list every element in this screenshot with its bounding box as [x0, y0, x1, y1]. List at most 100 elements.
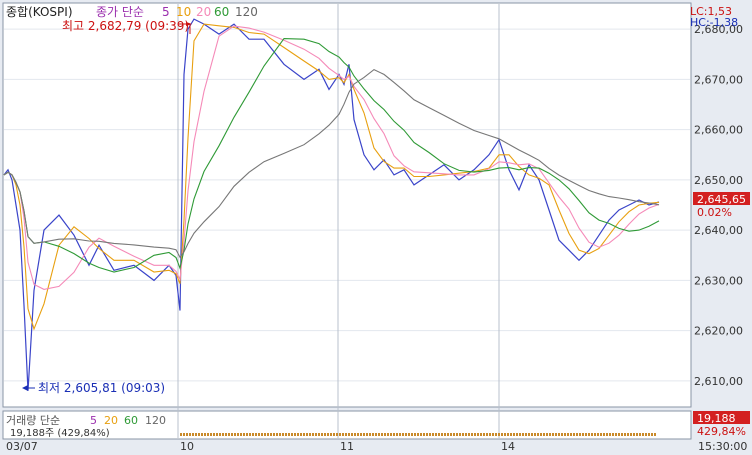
volume-bar — [402, 433, 404, 436]
volume-bar — [267, 433, 269, 436]
volume-ma120: 120 — [145, 414, 166, 427]
legend-ma5: 5 — [162, 5, 170, 19]
volume-bar — [333, 433, 335, 436]
volume-bar — [249, 433, 251, 436]
volume-bar — [465, 433, 467, 436]
volume-bar — [210, 433, 212, 436]
volume-bar — [648, 433, 650, 436]
volume-bar — [594, 433, 596, 436]
volume-bar — [549, 433, 551, 436]
volume-bar — [546, 433, 548, 436]
volume-bar — [264, 433, 266, 436]
volume-bar — [282, 433, 284, 436]
volume-readout: 19,188주 (429,84%) — [10, 428, 110, 439]
volume-bar — [531, 433, 533, 436]
volume-bar — [618, 433, 620, 436]
price-pane — [2, 2, 692, 408]
volume-bar — [321, 433, 323, 436]
volume-bar — [372, 433, 374, 436]
volume-bar — [561, 433, 563, 436]
volume-bar — [603, 433, 605, 436]
volume-bar — [345, 433, 347, 436]
volume-bar — [471, 433, 473, 436]
volume-bar — [462, 433, 464, 436]
legend-ma120: 120 — [235, 5, 258, 19]
ma5-line — [3, 23, 660, 331]
volume-bar — [543, 433, 545, 436]
volume-bar — [192, 433, 194, 436]
volume-bar — [330, 433, 332, 436]
volume-bar — [387, 433, 389, 436]
volume-bar — [585, 433, 587, 436]
legend-price-label: 종가 단순 — [96, 5, 144, 19]
volume-bar — [204, 433, 206, 436]
volume-bar — [576, 433, 578, 436]
volume-bar — [642, 433, 644, 436]
volume-bar — [252, 433, 254, 436]
volume-bar — [219, 433, 221, 436]
volume-ma20: 20 — [104, 414, 118, 427]
price-line — [3, 18, 660, 391]
volume-bar — [294, 433, 296, 436]
volume-bar — [480, 433, 482, 436]
volume-bar — [243, 433, 245, 436]
volume-bar — [450, 433, 452, 436]
y-axis: 2,680,00 2,670,00 2,660,00 2,650,00 2,640,00… — [694, 23, 743, 388]
volume-bar — [240, 433, 242, 436]
volume-bar — [573, 433, 575, 436]
volume-bar — [393, 433, 395, 436]
volume-bar — [435, 433, 437, 436]
volume-bar — [444, 433, 446, 436]
high-annotation: 최고 2,682,79 (09:39) — [62, 19, 189, 33]
volume-bar — [516, 433, 518, 436]
volume-bar — [417, 433, 419, 436]
volume-bar — [390, 433, 392, 436]
volume-bar — [261, 433, 263, 436]
volume-bar — [540, 433, 542, 436]
volume-bar — [453, 433, 455, 436]
volume-bar — [432, 433, 434, 436]
volume-bar — [354, 433, 356, 436]
volume-bar — [483, 433, 485, 436]
volume-bar — [489, 433, 491, 436]
volume-bar — [363, 433, 365, 436]
volume-bar — [297, 433, 299, 436]
volume-bar — [441, 433, 443, 436]
volume-bar — [342, 433, 344, 436]
volume-bar — [558, 433, 560, 436]
series-layer — [3, 18, 660, 436]
volume-bar — [408, 433, 410, 436]
volume-bar — [645, 433, 647, 436]
volume-ma60: 60 — [124, 414, 138, 427]
volume-bar — [615, 433, 617, 436]
x-tick-label: 10 — [180, 440, 194, 453]
x-tick-label: 14 — [501, 440, 515, 453]
volume-bar — [570, 433, 572, 436]
volume-bar — [474, 433, 476, 436]
volume-bar — [495, 433, 497, 436]
volume-bar — [519, 433, 521, 436]
volume-bar — [525, 433, 527, 436]
volume-bar — [384, 433, 386, 436]
volume-bar — [378, 433, 380, 436]
volume-bar — [231, 433, 233, 436]
current-price: 2,645,65 — [697, 193, 746, 206]
volume-bar — [291, 433, 293, 436]
volume-bar — [318, 433, 320, 436]
ma60-line — [3, 68, 660, 259]
volume-bar — [582, 433, 584, 436]
volume-bar — [324, 433, 326, 436]
volume-bar — [201, 433, 203, 436]
volume-bar — [447, 433, 449, 436]
volume-bar — [225, 433, 227, 436]
volume-bar — [351, 433, 353, 436]
volume-bar — [234, 433, 236, 436]
y-tick-label: 2,660,00 — [694, 124, 743, 137]
volume-bar — [498, 433, 500, 436]
volume-bar — [183, 433, 185, 436]
x-axis: 03/07 10 11 14 15:30:00 — [6, 440, 747, 453]
volume-bar — [486, 433, 488, 436]
volume-bar — [564, 433, 566, 436]
y-tick-label: 2,670,00 — [694, 73, 743, 86]
volume-bar — [222, 433, 224, 436]
